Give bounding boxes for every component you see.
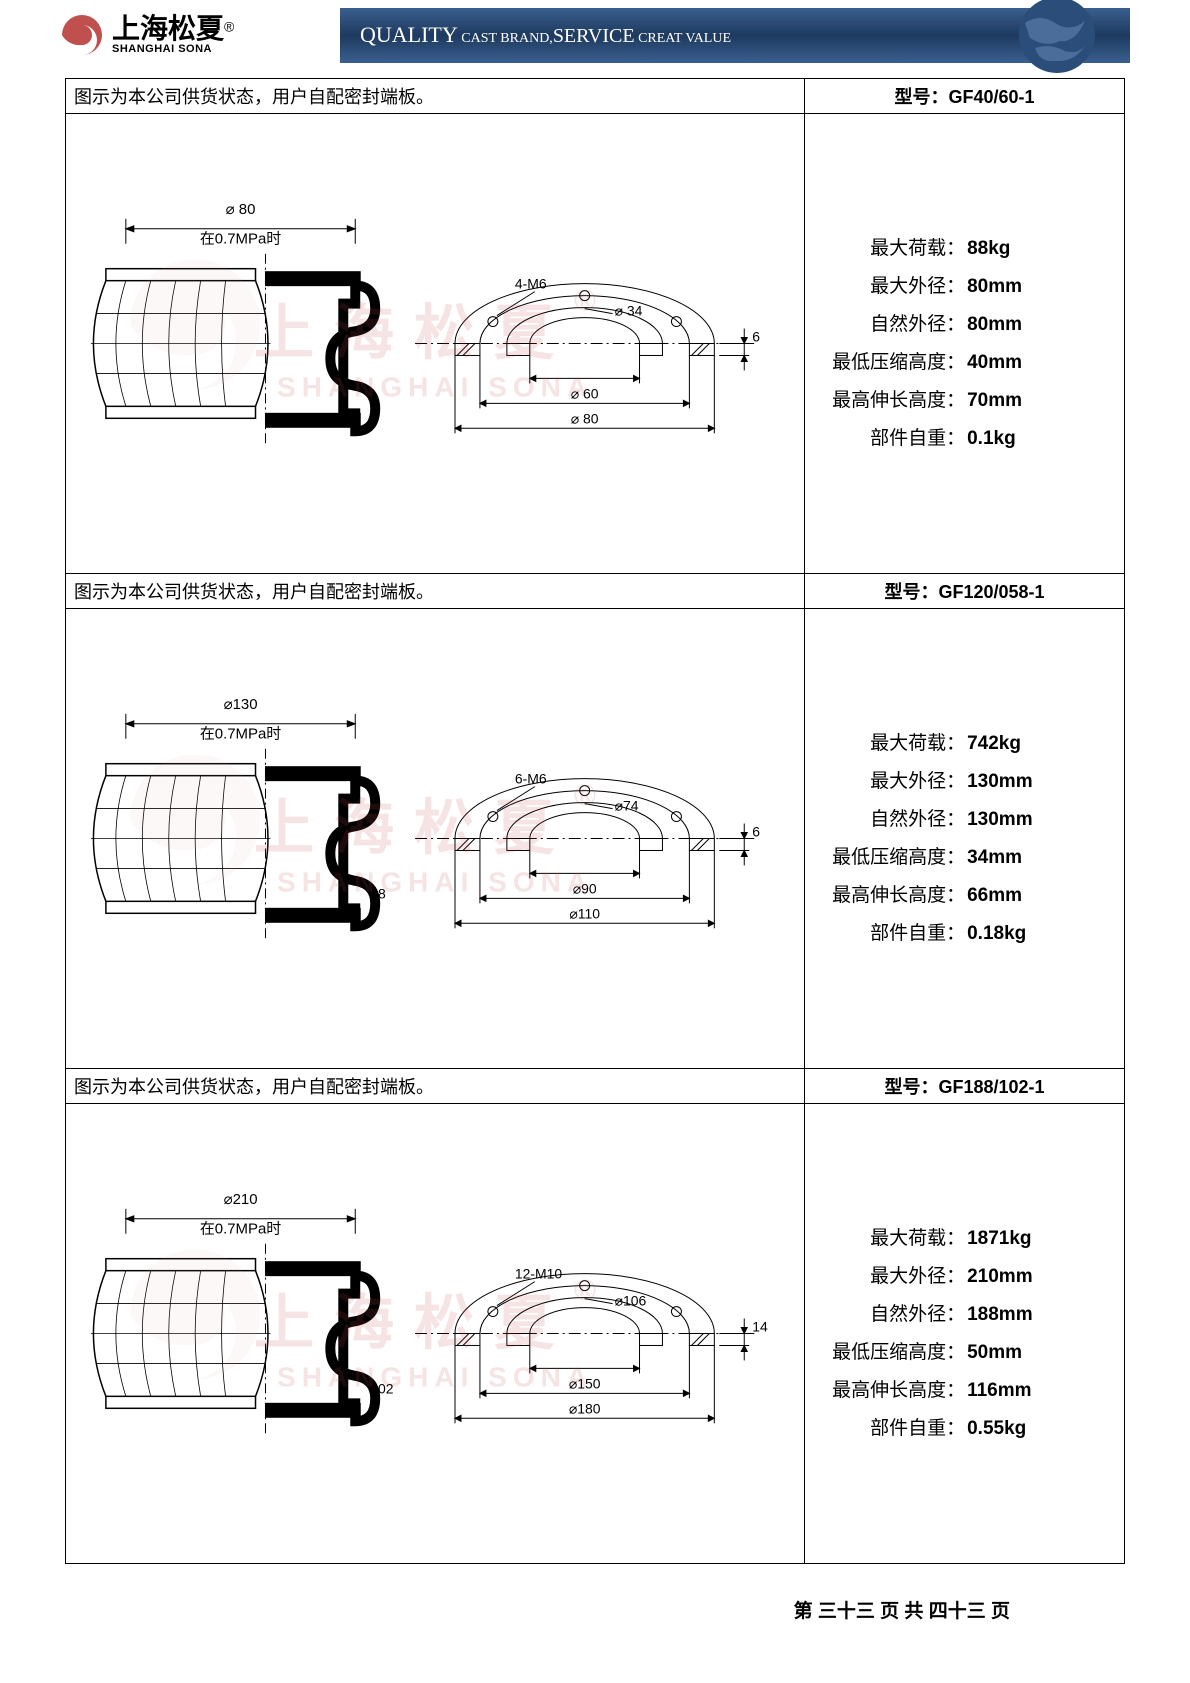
svg-text:6-M6: 6-M6 bbox=[515, 771, 547, 787]
svg-text:102: 102 bbox=[370, 1380, 394, 1396]
spec-cell: 最大荷载：742kg 最大外径：130mm 自然外径：130mm 最低压缩高度：… bbox=[805, 609, 1125, 1069]
svg-text:⌀210: ⌀210 bbox=[224, 1191, 258, 1208]
diagram-cell: ⌀ 80 在0.7MPa时 bbox=[66, 114, 805, 574]
logo-block: 上海松夏® SHANGHAI SONA bbox=[60, 13, 340, 57]
caption-cell: 图示为本公司供货状态，用户自配密封端板。 bbox=[66, 79, 805, 114]
globe-icon bbox=[1015, 0, 1100, 78]
logo-cn-text: 上海松夏® bbox=[112, 15, 234, 43]
page-header: 上海松夏® SHANGHAI SONA QUALITY CAST BRAND,S… bbox=[0, 0, 1190, 70]
svg-text:4-M6: 4-M6 bbox=[515, 276, 547, 292]
spec-cell: 最大荷载：1871kg 最大外径：210mm 自然外径：188mm 最低压缩高度… bbox=[805, 1104, 1125, 1564]
caption-cell: 图示为本公司供货状态，用户自配密封端板。 bbox=[66, 574, 805, 609]
page-footer: 第 三十三 页 共 四十三 页 bbox=[794, 1596, 1010, 1623]
svg-text:⌀90: ⌀90 bbox=[573, 880, 597, 896]
svg-text:⌀ 60: ⌀ 60 bbox=[571, 385, 599, 401]
logo-swirl-icon bbox=[60, 13, 104, 57]
svg-text:在0.7MPa时: 在0.7MPa时 bbox=[200, 726, 281, 743]
svg-text:⌀150: ⌀150 bbox=[569, 1375, 601, 1391]
model-cell: 型号：GF188/102-1 bbox=[805, 1069, 1125, 1104]
svg-text:⌀106: ⌀106 bbox=[615, 1293, 647, 1309]
logo-en-text: SHANGHAI SONA bbox=[112, 43, 234, 55]
svg-text:⌀130: ⌀130 bbox=[224, 696, 258, 713]
spec-cell: 最大荷载：88kg 最大外径：80mm 自然外径：80mm 最低压缩高度：40m… bbox=[805, 114, 1125, 574]
model-cell: 型号：GF120/058-1 bbox=[805, 574, 1125, 609]
model-cell: 型号：GF40/60-1 bbox=[805, 79, 1125, 114]
svg-text:⌀180: ⌀180 bbox=[569, 1400, 601, 1416]
svg-text:14: 14 bbox=[752, 1319, 768, 1335]
diagram-cell: ⌀210 在0.7MPa时 102 bbox=[66, 1104, 805, 1564]
product-table: 图示为本公司供货状态，用户自配密封端板。 型号：GF40/60-1 ⌀ 80 在… bbox=[65, 78, 1125, 1564]
svg-text:⌀ 80: ⌀ 80 bbox=[226, 201, 256, 218]
svg-text:⌀ 34: ⌀ 34 bbox=[615, 303, 643, 319]
svg-text:6: 6 bbox=[752, 824, 760, 840]
svg-text:58: 58 bbox=[370, 885, 386, 901]
svg-text:在0.7MPa时: 在0.7MPa时 bbox=[200, 231, 281, 248]
caption-cell: 图示为本公司供货状态，用户自配密封端板。 bbox=[66, 1069, 805, 1104]
diagram-cell: ⌀130 在0.7MPa时 58 bbox=[66, 609, 805, 1069]
svg-text:6: 6 bbox=[752, 329, 760, 345]
svg-text:⌀ 80: ⌀ 80 bbox=[571, 410, 599, 426]
svg-text:在0.7MPa时: 在0.7MPa时 bbox=[200, 1221, 281, 1238]
svg-text:12-M10: 12-M10 bbox=[515, 1266, 563, 1282]
svg-text:⌀110: ⌀110 bbox=[569, 905, 600, 921]
header-banner: QUALITY CAST BRAND,SERVICE CREAT VALUE bbox=[340, 8, 1130, 63]
svg-text:⌀74: ⌀74 bbox=[615, 798, 639, 814]
